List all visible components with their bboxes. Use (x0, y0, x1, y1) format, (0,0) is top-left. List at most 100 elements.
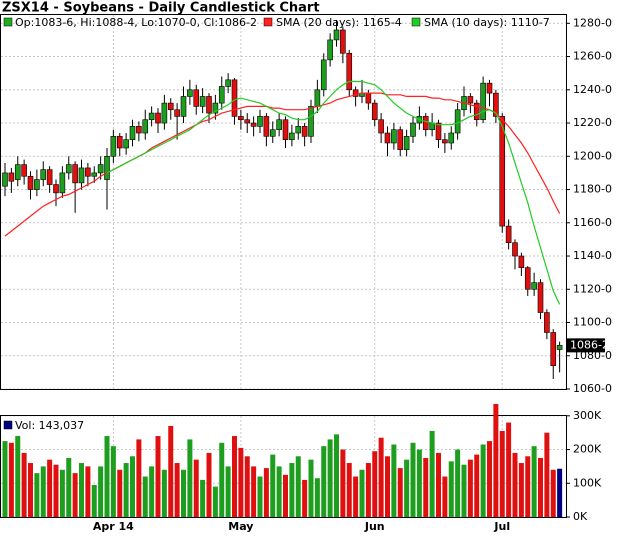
x-tick-label: Apr 14 (93, 520, 134, 533)
volume-bar (200, 479, 206, 517)
volume-bar (59, 469, 65, 517)
volume-bar (365, 463, 371, 517)
candle-body (97, 164, 104, 174)
legend-swatch (263, 17, 273, 27)
volume-bar (257, 476, 263, 517)
volume-bar (2, 441, 8, 517)
volume-bar (550, 469, 556, 517)
candle-body (550, 332, 557, 367)
candle-body (110, 136, 117, 157)
volume-bar (404, 459, 410, 517)
volume-bar (117, 469, 123, 517)
volume-bar (506, 422, 512, 517)
legend-swatch (411, 17, 421, 27)
volume-bar (410, 442, 416, 517)
volume-bar (130, 456, 135, 517)
y-tick-label: 300K (573, 409, 602, 422)
volume-bar (557, 468, 563, 517)
candle-body (282, 119, 289, 140)
legend-ohlc: Op:1083-6, Hi:1088-4, Lo:1070-0, Cl:1086… (15, 16, 257, 29)
volume-bar (104, 436, 110, 517)
volume-bar (480, 444, 486, 517)
sma-line (106, 80, 561, 305)
candle-body (442, 139, 448, 144)
volume-bar (372, 451, 378, 517)
x-tick-label: Jun (364, 520, 385, 533)
volume-bar (334, 434, 339, 517)
volume-bar (429, 430, 435, 517)
candle-body (544, 312, 550, 333)
y-tick-label: 1240-0 (573, 83, 612, 96)
volume-bar (155, 436, 161, 517)
y-tick-label: 1200-0 (573, 149, 612, 162)
volume-bar (238, 447, 244, 517)
volume-bar (34, 473, 40, 517)
candle-body (524, 267, 531, 290)
y-tick-label: 1140-0 (573, 249, 612, 262)
candle-body (410, 122, 416, 137)
candle-body (46, 169, 53, 185)
volume-bar (232, 436, 237, 517)
last-price-box (567, 338, 605, 353)
volume-bar (467, 459, 473, 517)
volume-bar (436, 452, 441, 517)
candle-body (333, 29, 340, 41)
price-frame (0, 14, 567, 390)
volume-bar (359, 469, 365, 517)
candle-body (180, 96, 187, 117)
candle-body (346, 52, 353, 91)
legend-swatch (3, 17, 13, 27)
volume-bar (314, 478, 320, 517)
volume-bar (212, 486, 218, 517)
candle-body (91, 172, 98, 177)
candle-body (308, 106, 314, 137)
candle-body (59, 172, 66, 194)
volume-bar (161, 469, 167, 517)
candle-body (161, 102, 168, 124)
volume-bar (66, 457, 72, 517)
candle-body (371, 102, 378, 121)
candle-body (199, 96, 206, 107)
candle-body (340, 29, 346, 54)
volume-bar (499, 430, 505, 517)
volume-bar (142, 476, 148, 517)
candle-body (123, 139, 129, 149)
candle-body (167, 102, 174, 111)
y-tick-label: 1060-0 (573, 382, 612, 395)
volume-bar (391, 444, 397, 517)
candle-body (40, 169, 47, 180)
candle-body (384, 132, 391, 144)
candle-body (556, 345, 563, 350)
candle-body (142, 119, 149, 134)
candle-body (454, 109, 461, 134)
candle-body (435, 122, 442, 140)
candle-body (250, 122, 257, 127)
candle-body (225, 79, 231, 87)
candle-body (391, 129, 397, 144)
candle-body (486, 82, 493, 94)
candle-body (352, 89, 359, 97)
candle-body (531, 282, 537, 290)
candle-body (218, 86, 225, 104)
volume-bar (91, 484, 97, 517)
last-price-label: 1086-2 (570, 338, 609, 351)
y-tick-label: 1280-0 (573, 16, 612, 29)
candle-body (314, 89, 321, 107)
candle-body (21, 164, 27, 177)
volume-bar (123, 463, 129, 517)
candle-body (2, 172, 8, 187)
candle-body (27, 175, 34, 190)
candle-body (65, 164, 72, 174)
volume-bar (455, 449, 461, 517)
candle-body (231, 79, 238, 117)
volume-bar (193, 459, 199, 517)
volume-bar (416, 449, 422, 517)
y-tick-label: 200K (573, 443, 602, 456)
candle-body (480, 82, 486, 121)
volume-bar (544, 432, 550, 517)
candle-body (148, 112, 155, 121)
legend-volume: Vol: 143,037 (15, 419, 84, 432)
candle-body (238, 116, 244, 121)
volume-bar (40, 466, 46, 517)
candle-body (512, 242, 518, 257)
